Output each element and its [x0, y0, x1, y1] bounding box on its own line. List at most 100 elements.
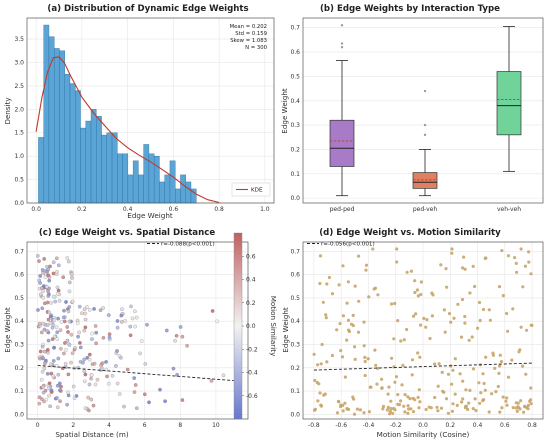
scatter-point [341, 409, 345, 413]
scatter-point [70, 276, 74, 280]
scatter-point [92, 361, 97, 366]
scatter-point [415, 288, 419, 292]
histogram-bar [174, 188, 181, 204]
scatter-point [52, 345, 56, 350]
scatter-point [439, 263, 443, 267]
scatter-point [450, 251, 454, 255]
scatter-point [98, 308, 103, 313]
scatter-point [132, 390, 137, 394]
scatter-point [381, 404, 386, 409]
scatter-point [46, 338, 51, 343]
scatter-point [55, 269, 59, 274]
scatter-point [396, 319, 400, 323]
scatter-point [396, 402, 400, 406]
scatter-point [337, 400, 341, 404]
scatter-point [406, 395, 410, 399]
panel-b-ytick-label: 0.6 [290, 49, 300, 56]
scatter-point [120, 307, 124, 312]
panel-a-stats-box: Mean = 0.202 Std = 0.159 Skew = 1.083 N … [230, 24, 268, 51]
scatter-point [59, 346, 63, 351]
scatter-point [490, 392, 494, 396]
panel-d-ytick-label: 0.6 [290, 272, 300, 279]
scatter-point [49, 362, 53, 367]
histogram-bar [169, 160, 176, 204]
panel-b-ylabel: Edge Weight [280, 88, 289, 134]
scatter-point [51, 294, 56, 299]
panel-d-ytick-label: 0.4 [290, 318, 300, 325]
scatter-point [409, 407, 413, 411]
scatter-point [52, 318, 56, 323]
scatter-point [402, 338, 406, 342]
scatter-point [497, 371, 501, 375]
panel-d: (d) Edge Weight vs. Motion Similarity -0… [281, 228, 544, 439]
scatter-point [501, 395, 505, 399]
scatter-point [65, 256, 70, 260]
scatter-point [89, 376, 93, 381]
panel-a-ytick-label: 0.0 [14, 200, 24, 207]
scatter-point [366, 357, 370, 361]
panel-b-ytick-label: 0.0 [290, 195, 300, 202]
scatter-point [444, 267, 448, 271]
scatter-point [436, 384, 440, 388]
panel-b-xtick-label: ped-veh [413, 206, 438, 213]
scatter-point [513, 256, 517, 260]
scatter-point [352, 397, 356, 401]
histogram-bar [101, 134, 108, 204]
scatter-point [524, 372, 528, 376]
scatter-point [506, 254, 510, 258]
scatter-point [407, 407, 411, 411]
panel-d-xtick-label: 0.0 [418, 422, 428, 429]
panel-a-histogram [38, 24, 197, 204]
scatter-point [466, 407, 470, 411]
scatter-point [345, 338, 349, 342]
scatter-point [450, 409, 454, 413]
scatter-point [416, 351, 420, 355]
panel-d-xtick-label: 0.2 [445, 422, 455, 429]
histogram-bar [85, 120, 92, 204]
scatter-point [500, 249, 504, 253]
scatter-point [324, 316, 328, 320]
scatter-point [417, 406, 421, 410]
scatter-point [65, 338, 70, 343]
panel-c-trend-line [37, 364, 234, 382]
panel-c-xtick-label: 2 [71, 422, 75, 429]
histogram-bar [185, 181, 192, 204]
panel-c-xtick-label: 10 [212, 422, 220, 429]
scatter-point [319, 362, 323, 366]
scatter-point [367, 295, 371, 299]
scatter-point [83, 406, 88, 411]
scatter-point [484, 256, 488, 260]
scatter-point [463, 314, 467, 319]
scatter-point [62, 319, 67, 324]
scatter-point [419, 280, 423, 284]
scatter-point [47, 381, 52, 386]
scatter-point [66, 393, 71, 398]
histogram-bar [111, 132, 118, 204]
scatter-point [463, 321, 467, 325]
scatter-point [81, 360, 85, 365]
panel-a-y-ticks: 0.0 0.5 1.0 1.5 2.0 2.5 3.0 3.5 [14, 36, 24, 207]
box-outlier [340, 46, 344, 49]
scatter-point [396, 393, 400, 397]
scatter-point [312, 408, 317, 412]
scatter-point [59, 320, 64, 324]
scatter-point [67, 289, 72, 294]
scatter-point [41, 385, 45, 389]
scatter-point [82, 328, 87, 333]
panel-c-ytick-label: 0.7 [14, 248, 24, 255]
scatter-point [55, 383, 60, 388]
scatter-point [58, 388, 62, 393]
scatter-point [55, 285, 60, 290]
scatter-point [479, 391, 483, 395]
panel-c-xtick-label: 4 [107, 422, 111, 429]
panel-b-y-ticks: 0.0 0.1 0.2 0.3 0.4 0.5 0.6 0.7 [290, 25, 300, 202]
panel-a-ytick-label: 2.0 [14, 106, 24, 113]
histogram-bar [117, 153, 123, 204]
scatter-point [341, 403, 345, 407]
scatter-point [129, 304, 133, 309]
scatter-point [515, 270, 519, 274]
scatter-point [37, 321, 42, 326]
scatter-point [82, 369, 87, 374]
scatter-point [487, 410, 491, 414]
